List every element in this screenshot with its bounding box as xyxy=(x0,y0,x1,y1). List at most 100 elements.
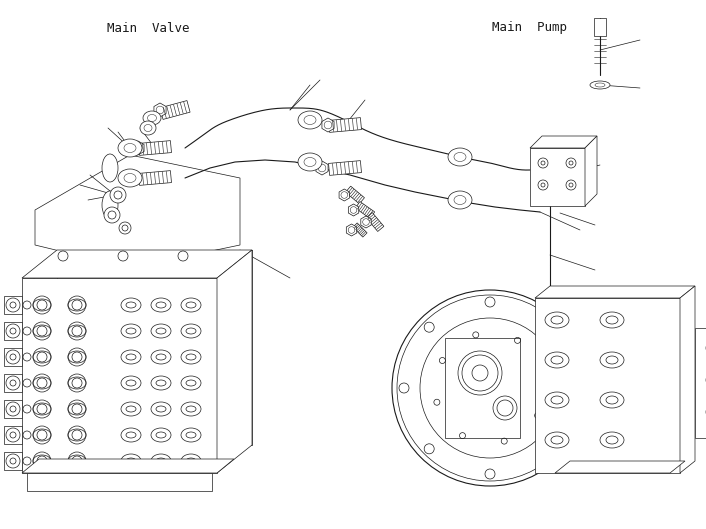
Circle shape xyxy=(122,225,128,231)
Polygon shape xyxy=(680,286,695,473)
Polygon shape xyxy=(154,103,166,117)
Polygon shape xyxy=(4,296,22,314)
Polygon shape xyxy=(366,213,384,232)
Circle shape xyxy=(68,296,86,314)
Circle shape xyxy=(546,444,556,454)
Polygon shape xyxy=(57,250,252,445)
Ellipse shape xyxy=(121,298,141,312)
Polygon shape xyxy=(22,459,234,473)
Polygon shape xyxy=(445,338,520,438)
Ellipse shape xyxy=(121,454,141,468)
Circle shape xyxy=(6,402,20,416)
Ellipse shape xyxy=(151,350,171,364)
Polygon shape xyxy=(695,328,706,438)
Ellipse shape xyxy=(151,324,171,338)
Ellipse shape xyxy=(181,350,201,364)
Polygon shape xyxy=(138,171,172,185)
Ellipse shape xyxy=(448,148,472,166)
Polygon shape xyxy=(347,224,357,236)
Polygon shape xyxy=(4,322,22,340)
Polygon shape xyxy=(132,141,144,155)
Circle shape xyxy=(33,452,51,470)
Circle shape xyxy=(23,457,31,465)
Polygon shape xyxy=(138,141,172,156)
Circle shape xyxy=(68,426,86,444)
Circle shape xyxy=(33,426,51,444)
Circle shape xyxy=(6,376,20,390)
Circle shape xyxy=(110,187,126,203)
Polygon shape xyxy=(328,161,361,176)
Circle shape xyxy=(485,297,495,307)
Circle shape xyxy=(23,327,31,335)
Ellipse shape xyxy=(181,402,201,416)
Circle shape xyxy=(68,400,86,418)
Circle shape xyxy=(23,353,31,361)
Circle shape xyxy=(33,374,51,392)
Polygon shape xyxy=(345,186,364,204)
Ellipse shape xyxy=(181,324,201,338)
Ellipse shape xyxy=(181,428,201,442)
Circle shape xyxy=(68,374,86,392)
Polygon shape xyxy=(594,18,606,36)
Circle shape xyxy=(6,350,20,364)
Circle shape xyxy=(6,324,20,338)
Circle shape xyxy=(485,469,495,479)
Ellipse shape xyxy=(151,454,171,468)
Polygon shape xyxy=(339,189,349,201)
Polygon shape xyxy=(22,250,252,278)
Circle shape xyxy=(33,296,51,314)
Circle shape xyxy=(6,454,20,468)
Ellipse shape xyxy=(140,121,156,135)
Polygon shape xyxy=(585,136,597,206)
Polygon shape xyxy=(125,171,137,185)
Ellipse shape xyxy=(298,111,322,129)
Ellipse shape xyxy=(151,428,171,442)
Polygon shape xyxy=(4,452,22,470)
Ellipse shape xyxy=(448,191,472,209)
Circle shape xyxy=(546,322,556,332)
Polygon shape xyxy=(4,374,22,392)
Ellipse shape xyxy=(151,376,171,390)
Ellipse shape xyxy=(121,350,141,364)
Circle shape xyxy=(119,222,131,234)
Polygon shape xyxy=(316,161,328,175)
Polygon shape xyxy=(353,223,367,237)
Ellipse shape xyxy=(181,454,201,468)
Polygon shape xyxy=(530,136,597,148)
Circle shape xyxy=(424,444,434,454)
Circle shape xyxy=(68,348,86,366)
Polygon shape xyxy=(4,348,22,366)
Circle shape xyxy=(114,191,122,199)
Polygon shape xyxy=(160,101,190,120)
Ellipse shape xyxy=(151,402,171,416)
Polygon shape xyxy=(322,118,334,132)
Circle shape xyxy=(108,211,116,219)
Circle shape xyxy=(68,452,86,470)
Ellipse shape xyxy=(600,352,624,368)
Circle shape xyxy=(399,383,409,393)
Ellipse shape xyxy=(600,312,624,328)
Circle shape xyxy=(23,431,31,439)
Polygon shape xyxy=(27,473,212,491)
Ellipse shape xyxy=(121,402,141,416)
Polygon shape xyxy=(361,216,371,228)
Ellipse shape xyxy=(118,169,142,187)
Ellipse shape xyxy=(545,392,569,408)
Polygon shape xyxy=(530,148,585,206)
Polygon shape xyxy=(22,278,217,473)
Ellipse shape xyxy=(298,153,322,171)
Ellipse shape xyxy=(121,428,141,442)
Circle shape xyxy=(33,322,51,340)
Circle shape xyxy=(33,348,51,366)
Polygon shape xyxy=(535,286,695,298)
Ellipse shape xyxy=(143,111,161,125)
Polygon shape xyxy=(4,400,22,418)
Circle shape xyxy=(6,298,20,312)
Ellipse shape xyxy=(102,154,118,182)
Ellipse shape xyxy=(181,298,201,312)
Circle shape xyxy=(424,322,434,332)
Circle shape xyxy=(68,322,86,340)
Circle shape xyxy=(23,379,31,387)
Text: Main  Valve: Main Valve xyxy=(107,22,189,34)
Polygon shape xyxy=(355,202,375,218)
